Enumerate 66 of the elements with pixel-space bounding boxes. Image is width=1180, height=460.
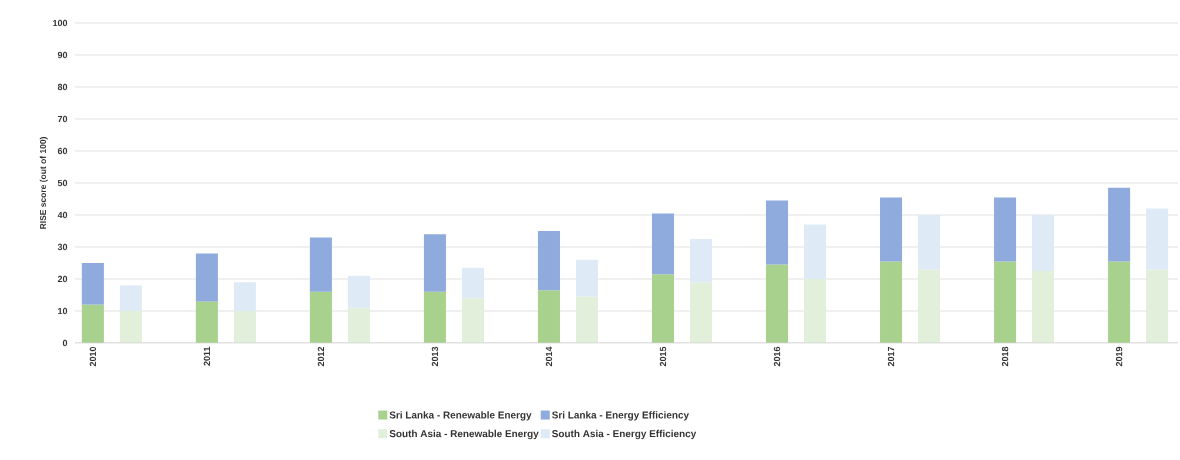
- legend-label: South Asia - Renewable Energy: [389, 429, 539, 440]
- bar: [765, 200, 789, 265]
- y-tick-label: 40: [57, 211, 68, 219]
- bar: [195, 301, 218, 343]
- bar: [461, 267, 484, 299]
- bar: [233, 311, 256, 343]
- x-tick-label: 2010: [89, 346, 97, 367]
- y-tick-label: 60: [57, 147, 68, 155]
- bar: [1108, 187, 1131, 262]
- bar: [461, 298, 484, 343]
- bar: [804, 224, 827, 279]
- bar: [1108, 261, 1131, 343]
- y-tick-label: 80: [57, 83, 68, 91]
- y-tick-label: 90: [57, 51, 68, 59]
- bar: [1146, 208, 1169, 270]
- y-tick-label: 50: [57, 179, 68, 187]
- legend-label: South Asia - Energy Efficiency: [552, 429, 697, 440]
- bar: [1032, 271, 1055, 343]
- bar: [309, 237, 332, 292]
- bar: [233, 282, 256, 311]
- bar: [689, 239, 713, 283]
- bar: [880, 197, 903, 262]
- bar: [195, 253, 218, 302]
- bar: [651, 213, 675, 275]
- bar: [575, 296, 598, 343]
- y-tick-label: 70: [57, 115, 68, 123]
- legend-label: Sri Lanka - Renewable Energy: [389, 411, 532, 421]
- bar: [651, 274, 675, 343]
- bar: [918, 215, 941, 270]
- bar: [537, 231, 560, 291]
- x-tick-label: 2019: [1115, 346, 1123, 367]
- bar: [575, 259, 598, 297]
- bar: [81, 263, 104, 305]
- bar: [994, 197, 1017, 262]
- y-tick-label: 100: [53, 19, 68, 27]
- y-axis-title: RISE score (out of 100): [39, 137, 48, 229]
- x-tick-label: 2017: [887, 346, 895, 367]
- bar: [309, 291, 332, 343]
- bar: [1032, 215, 1055, 271]
- x-tick-label: 2016: [773, 346, 781, 367]
- x-tick-label: 2011: [203, 346, 211, 366]
- bar: [347, 275, 370, 308]
- x-tick-label: 2018: [1001, 346, 1009, 367]
- bar: [804, 279, 827, 343]
- bar: [994, 261, 1017, 343]
- x-tick-label: 2015: [659, 346, 667, 367]
- bar: [347, 307, 370, 343]
- bar: [880, 261, 903, 343]
- bar: [423, 291, 446, 343]
- bar: [119, 285, 142, 311]
- bar: [119, 311, 142, 343]
- bar: [423, 234, 446, 292]
- y-tick-label: 10: [58, 307, 68, 315]
- bar: [918, 269, 941, 343]
- bar: [81, 304, 104, 343]
- bar: [537, 290, 560, 343]
- y-tick-label: 20: [57, 275, 68, 283]
- x-tick-label: 2012: [317, 346, 325, 367]
- y-tick-label: 30: [57, 243, 68, 251]
- bar: [689, 282, 713, 343]
- bar: [765, 264, 789, 343]
- x-tick-label: 2013: [431, 346, 439, 367]
- y-tick-label: 0: [62, 339, 68, 347]
- legend-label: Sri Lanka - Energy Efficiency: [552, 411, 689, 421]
- bar: [1146, 269, 1169, 343]
- x-tick-label: 2014: [545, 346, 553, 367]
